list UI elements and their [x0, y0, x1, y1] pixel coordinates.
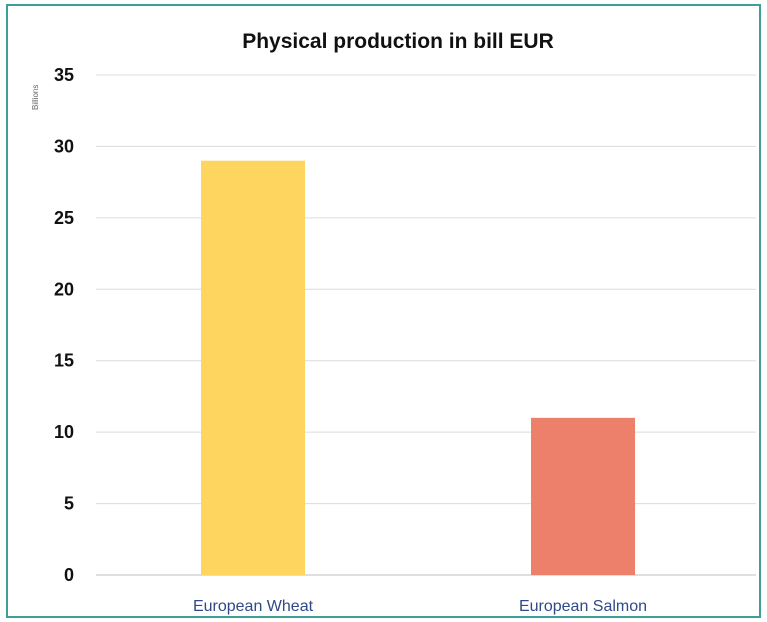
gridlines: [96, 74, 756, 576]
y-tick-label: 5: [64, 494, 74, 514]
y-tick-label: 35: [54, 65, 74, 85]
y-tick-label: 15: [54, 351, 74, 371]
bars: [201, 160, 635, 575]
y-unit-label: Billions: [31, 85, 40, 110]
x-tick-label: European Salmon: [519, 598, 647, 615]
bar-chart: Physical production in bill EUR Billions…: [31, 30, 756, 615]
bar: [531, 417, 635, 575]
y-tick-label: 30: [54, 136, 74, 156]
y-tick-label: 25: [54, 208, 74, 228]
bar: [201, 160, 305, 575]
chart-title: Physical production in bill EUR: [242, 30, 554, 53]
y-tick-label: 0: [64, 565, 74, 585]
chart-frame: Physical production in bill EUR Billions…: [6, 4, 761, 618]
y-tick-label: 20: [54, 279, 74, 299]
x-axis-ticks: European Wheat European Salmon: [193, 598, 647, 615]
x-tick-label: European Wheat: [193, 598, 314, 615]
y-tick-label: 10: [54, 422, 74, 442]
y-axis-ticks: 0 5 10 15 20 25 30 35: [54, 65, 74, 585]
